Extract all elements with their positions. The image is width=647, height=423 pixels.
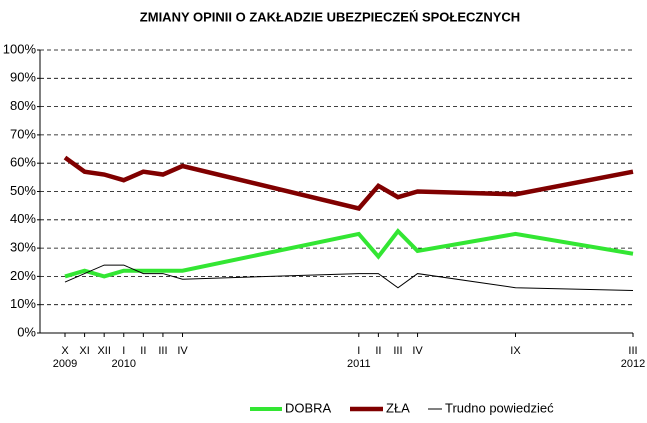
y-tick-label: 90% (10, 70, 36, 85)
legend-label: ZŁA (386, 400, 410, 415)
x-tick-label: I (122, 345, 125, 357)
y-tick-label: 40% (10, 211, 36, 226)
series-line (63, 155, 634, 211)
x-tick-label: III (158, 345, 167, 357)
year-label: 2010 (112, 358, 136, 370)
y-tick-label: 70% (10, 126, 36, 141)
y-tick-label: 100% (3, 41, 37, 56)
series-line (64, 264, 634, 292)
year-label: 2011 (347, 358, 371, 370)
x-tick-label: III (393, 345, 402, 357)
y-tick-label: 80% (10, 98, 36, 113)
legend-label: Trudno powiedzieć (445, 400, 554, 415)
x-tick-label: II (375, 345, 381, 357)
x-tick-label: II (140, 345, 146, 357)
x-tick-label: III (628, 345, 637, 357)
x-tick-label: XI (79, 345, 89, 357)
legend-label: DOBRA (285, 400, 332, 415)
y-tick-label: 60% (10, 155, 36, 170)
year-label: 2009 (53, 358, 77, 370)
y-tick-label: 30% (10, 240, 36, 255)
chart-title: ZMIANY OPINII O ZAKŁADZIE UBEZPIECZEŃ SP… (140, 9, 520, 24)
x-tick-label: X (61, 345, 69, 357)
y-tick-label: 50% (10, 183, 36, 198)
x-tick-label: IV (177, 345, 188, 357)
x-tick-label: XII (97, 345, 110, 357)
y-tick-label: 10% (10, 296, 36, 311)
year-label: 2012 (621, 358, 645, 370)
series-line (64, 228, 634, 279)
x-tick-label: IV (412, 345, 423, 357)
x-tick-label: IX (510, 345, 521, 357)
x-tick-label: I (357, 345, 360, 357)
y-tick-label: 20% (10, 268, 36, 283)
y-tick-label: 0% (17, 324, 36, 339)
